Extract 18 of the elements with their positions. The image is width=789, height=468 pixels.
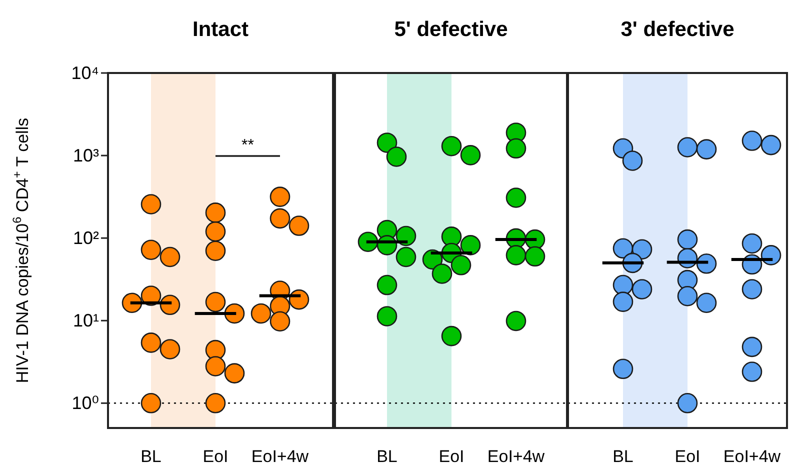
x-tick-label: BL (376, 447, 398, 466)
y-tick-label: 10⁰ (72, 393, 99, 414)
chart-title: 3' defective (620, 18, 734, 41)
y-tick-label: 10³ (72, 146, 100, 166)
x-tick-label: EoI+4w (251, 447, 310, 466)
y-tick-label: 10⁴ (71, 63, 99, 83)
chart-title: 5' defective (394, 18, 508, 41)
x-tick-label: EoI (438, 447, 464, 466)
y-tick-label: 10² (72, 228, 100, 248)
x-tick-label: EoI (202, 447, 228, 466)
chart-title: Intact (192, 18, 249, 41)
annotation: ** (242, 137, 254, 154)
x-tick-label: BL (140, 447, 162, 466)
x-tick-label: EoI (674, 447, 700, 466)
x-tick-label: EoI+4w (487, 447, 546, 466)
x-tick-label: BL (612, 447, 634, 466)
x-tick-label: EoI+4w (723, 447, 782, 466)
y-tick-label: 10¹ (72, 310, 100, 331)
